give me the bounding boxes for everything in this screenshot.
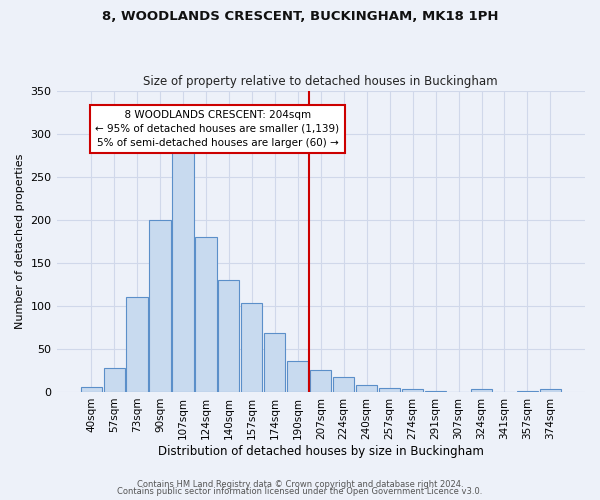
Text: Contains public sector information licensed under the Open Government Licence v3: Contains public sector information licen… [118, 487, 482, 496]
Bar [218, 280, 239, 392]
Text: Contains HM Land Registry data © Crown copyright and database right 2024.: Contains HM Land Registry data © Crown c… [137, 480, 463, 489]
Bar [425, 391, 446, 392]
Bar [310, 370, 331, 392]
Bar [402, 390, 423, 392]
Bar [127, 298, 148, 392]
Text: 8 WOODLANDS CRESCENT: 204sqm  
← 95% of detached houses are smaller (1,139)
5% o: 8 WOODLANDS CRESCENT: 204sqm ← 95% of de… [95, 110, 340, 148]
Title: Size of property relative to detached houses in Buckingham: Size of property relative to detached ho… [143, 76, 498, 88]
Bar [172, 138, 194, 392]
Bar [196, 237, 217, 392]
Bar [287, 361, 308, 392]
Bar [333, 378, 354, 392]
Y-axis label: Number of detached properties: Number of detached properties [15, 154, 25, 329]
X-axis label: Distribution of detached houses by size in Buckingham: Distribution of detached houses by size … [158, 444, 484, 458]
Bar [264, 334, 286, 392]
Bar [104, 368, 125, 392]
Bar [540, 390, 561, 392]
Bar [471, 390, 492, 392]
Bar [241, 304, 262, 392]
Bar [149, 220, 170, 392]
Text: 8, WOODLANDS CRESCENT, BUCKINGHAM, MK18 1PH: 8, WOODLANDS CRESCENT, BUCKINGHAM, MK18 … [102, 10, 498, 23]
Bar [517, 391, 538, 392]
Bar [356, 385, 377, 392]
Bar [379, 388, 400, 392]
Bar [80, 387, 101, 392]
